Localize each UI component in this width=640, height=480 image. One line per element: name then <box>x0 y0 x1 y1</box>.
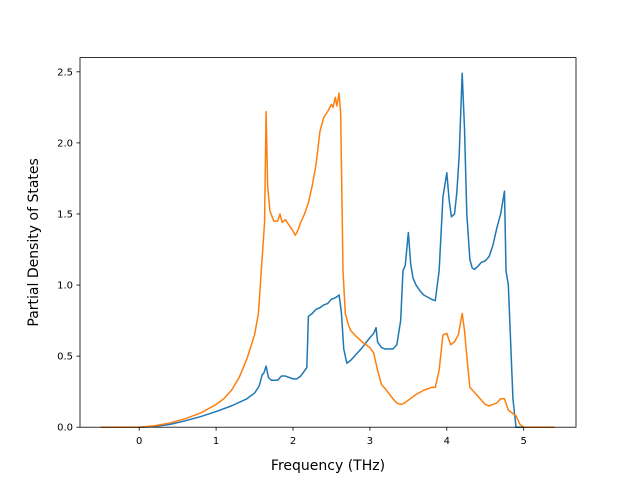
series-lines <box>100 72 555 428</box>
y-tick-label: 1.5 <box>57 209 73 220</box>
x-axis-ticks: 0 1 2 3 4 5 <box>136 427 527 447</box>
x-axis-label: Frequency (THz) <box>271 458 385 474</box>
y-axis-label: Partial Density of States <box>26 158 42 326</box>
series-line-1 <box>100 72 540 428</box>
x-tick-label: 5 <box>521 436 527 447</box>
x-tick-label: 1 <box>213 436 219 447</box>
x-tick-label: 3 <box>367 436 373 447</box>
plot-frame <box>79 57 577 428</box>
series-line-2 <box>100 92 555 428</box>
y-tick-label: 2.0 <box>57 138 73 149</box>
y-tick-label: 0.5 <box>57 352 73 363</box>
y-tick-label: 2.5 <box>57 67 73 78</box>
x-tick-label: 0 <box>136 436 142 447</box>
x-tick-label: 2 <box>290 436 296 447</box>
x-tick-label: 4 <box>444 436 450 447</box>
y-tick-label: 0.0 <box>57 423 73 434</box>
y-axis-ticks: 0.0 0.5 1.0 1.5 2.0 2.5 <box>57 67 80 434</box>
y-tick-label: 1.0 <box>57 281 73 292</box>
